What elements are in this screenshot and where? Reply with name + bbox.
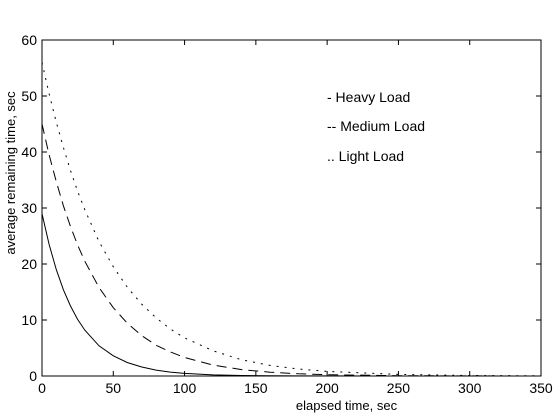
legend-entry: - Heavy Load (327, 89, 410, 105)
series-lines (41, 62, 542, 377)
x-tick-label: 350 (529, 380, 553, 396)
x-tick-label: 250 (387, 380, 411, 396)
x-tick-label: 150 (244, 380, 268, 396)
series-line-light-load (41, 62, 542, 377)
series-line-medium-load (41, 123, 542, 377)
legend-entry: -- Medium Load (327, 118, 425, 134)
axis-ticks: 0 50 100 150 200 250 300 350 0 10 20 30 40 50 60 (21, 32, 552, 396)
x-tick-label: 50 (105, 380, 121, 396)
x-axis-label: elapsed time, sec (296, 398, 398, 413)
legend: - Heavy Load -- Medium Load .. Light Load (327, 89, 425, 164)
plot-frame (41, 39, 542, 377)
legend-entry: .. Light Load (327, 148, 404, 164)
x-tick-label: 0 (38, 380, 46, 396)
y-tick-label: 10 (21, 312, 37, 328)
x-tick-label: 300 (458, 380, 482, 396)
x-tick-label: 200 (315, 380, 339, 396)
y-tick-label: 40 (21, 144, 37, 160)
y-tick-label: 20 (21, 256, 37, 272)
y-tick-label: 60 (21, 32, 37, 48)
y-tick-label: 0 (29, 368, 37, 384)
y-tick-label: 50 (21, 88, 37, 104)
x-tick-label: 100 (173, 380, 197, 396)
y-tick-label: 30 (21, 200, 37, 216)
series-line-heavy-load (41, 213, 541, 377)
y-axis-label: average remaining time, sec (3, 91, 18, 255)
